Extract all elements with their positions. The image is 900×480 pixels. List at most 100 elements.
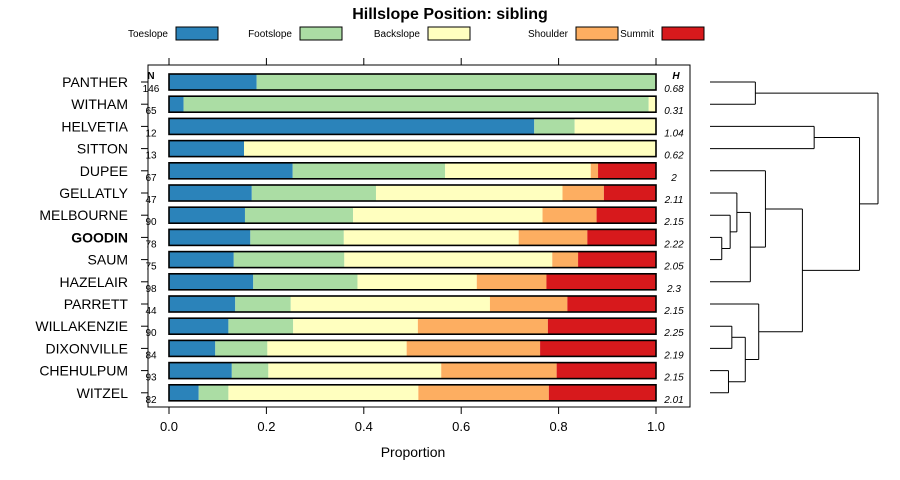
bar-witzel-backslope: [228, 384, 419, 401]
n-value-parrett: 44: [145, 306, 157, 317]
bar-outline-witzel: [168, 383, 657, 402]
n-value-melbourne: 90: [145, 217, 157, 228]
bar-chehulpum-backslope: [268, 362, 442, 379]
legend-swatch-shoulder: [575, 26, 619, 41]
bar-saum-shoulder: [552, 251, 579, 268]
n-value-witzel: 82: [145, 395, 157, 406]
h-value-hazelair: 2.3: [666, 284, 681, 295]
bar-witzel-summit: [548, 384, 656, 401]
h-value-goodin: 2.22: [663, 239, 684, 250]
chart-title: Hillslope Position: sibling: [352, 6, 548, 23]
bar-goodin-summit: [587, 229, 656, 246]
x-tick-label-0: 0.0: [160, 419, 178, 434]
n-value-dupee: 67: [145, 173, 157, 184]
h-value-panther: 0.68: [664, 84, 684, 95]
bar-gellatly-summit: [603, 185, 656, 201]
bar-outline-gellatly: [168, 184, 657, 202]
x-axis-title: Proportion: [381, 444, 446, 460]
bar-outline-willakenzie: [168, 317, 657, 336]
h-value-gellatly: 2.11: [664, 195, 684, 206]
bar-parrett-shoulder: [489, 296, 568, 312]
x-tick-label-1: 0.2: [257, 419, 275, 434]
h-value-dupee: 2: [670, 173, 677, 184]
bar-melbourne-footslope: [244, 207, 354, 224]
row-label-witham: WITHAM: [71, 96, 128, 112]
row-labels: PANTHER WITHAM HELVETIA SITTON DUPEE GELLATLY…: [35, 74, 128, 401]
bar-willakenzie-shoulder: [417, 318, 548, 335]
row-label-gellatly: GELLATLY: [59, 185, 128, 201]
bar-outline-sitton: [168, 139, 657, 158]
bar-witzel-footslope: [198, 384, 229, 401]
row-label-helvetia: HELVETIA: [61, 118, 128, 134]
n-value-chehulpum: 93: [145, 373, 157, 384]
x-tick-label-3: 0.6: [452, 419, 470, 434]
bar-dupee-toeslope: [169, 162, 293, 179]
bar-gellatly-footslope: [251, 185, 376, 201]
bar-chehulpum-footslope: [231, 362, 269, 379]
bar-hazelair-shoulder: [476, 273, 547, 290]
bar-outline-panther: [168, 73, 657, 91]
bar-parrett-summit: [567, 296, 656, 312]
bar-gellatly-toeslope: [169, 185, 252, 201]
bar-outline-saum: [168, 250, 657, 269]
bar-witham-backslope: [648, 96, 656, 113]
bar-helvetia-footslope: [534, 118, 575, 135]
bar-saum-backslope: [344, 251, 553, 268]
bar-dupee-shoulder: [590, 162, 599, 179]
n-value-helvetia: 12: [145, 128, 157, 139]
row-label-parrett: PARRETT: [64, 296, 129, 312]
n-value-gellatly: 47: [145, 195, 157, 206]
bar-helvetia-backslope: [574, 118, 656, 135]
bar-outline-hazelair: [168, 272, 657, 291]
bar-witham-footslope: [183, 96, 649, 113]
bar-saum-footslope: [233, 251, 345, 268]
h-value-chehulpum: 2.15: [663, 373, 684, 384]
n-value-goodin: 78: [145, 239, 157, 250]
row-label-saum: SAUM: [88, 252, 128, 268]
bar-dixonville-backslope: [267, 340, 407, 357]
bar-willakenzie-backslope: [293, 318, 418, 335]
bar-chehulpum-toeslope: [169, 362, 232, 379]
bar-goodin-backslope: [343, 229, 519, 246]
n-value-saum: 75: [145, 262, 157, 273]
bar-dupee-backslope: [445, 162, 591, 179]
n-value-panther: 146: [143, 84, 160, 95]
h-value-saum: 2.05: [663, 262, 684, 273]
bar-panther-footslope: [256, 74, 656, 90]
legend-swatch-backslope: [427, 26, 471, 41]
legend-label-footslope: Footslope: [248, 29, 292, 40]
n-value-willakenzie: 90: [145, 328, 157, 339]
row-label-willakenzie: WILLAKENZIE: [35, 318, 128, 334]
bar-outline-goodin: [168, 228, 657, 247]
bar-parrett-footslope: [235, 296, 291, 312]
bar-dixonville-summit: [540, 340, 656, 357]
h-value-willakenzie: 2.25: [663, 328, 684, 339]
bar-willakenzie-footslope: [228, 318, 294, 335]
legend-swatch-toeslope: [175, 26, 219, 41]
bar-chehulpum-shoulder: [441, 362, 557, 379]
bar-outline-parrett: [168, 295, 657, 313]
plot-frame: [147, 64, 691, 408]
bar-gellatly-backslope: [375, 185, 563, 201]
h-value-witzel: 2.01: [663, 395, 683, 406]
n-value-hazelair: 98: [145, 284, 157, 295]
bar-helvetia-toeslope: [169, 118, 535, 135]
n-value-sitton: 13: [145, 151, 157, 162]
row-label-hazelair: HAZELAIR: [60, 274, 128, 290]
row-label-witzel: WITZEL: [77, 385, 129, 401]
bar-goodin-footslope: [250, 229, 344, 246]
bar-melbourne-toeslope: [169, 207, 245, 224]
bar-hazelair-summit: [546, 273, 656, 290]
legend-swatch-footslope: [299, 26, 343, 41]
bar-hazelair-backslope: [357, 273, 477, 290]
bar-dixonville-toeslope: [169, 340, 216, 357]
row-label-sitton: SITTON: [77, 141, 128, 157]
bar-goodin-shoulder: [518, 229, 588, 246]
n-value-witham: 65: [145, 106, 157, 117]
bar-witzel-shoulder: [418, 384, 549, 401]
bar-saum-summit: [578, 251, 656, 268]
h-value-sitton: 0.62: [664, 151, 684, 162]
h-column-header: H: [672, 71, 680, 82]
bar-outline-melbourne: [168, 206, 657, 224]
